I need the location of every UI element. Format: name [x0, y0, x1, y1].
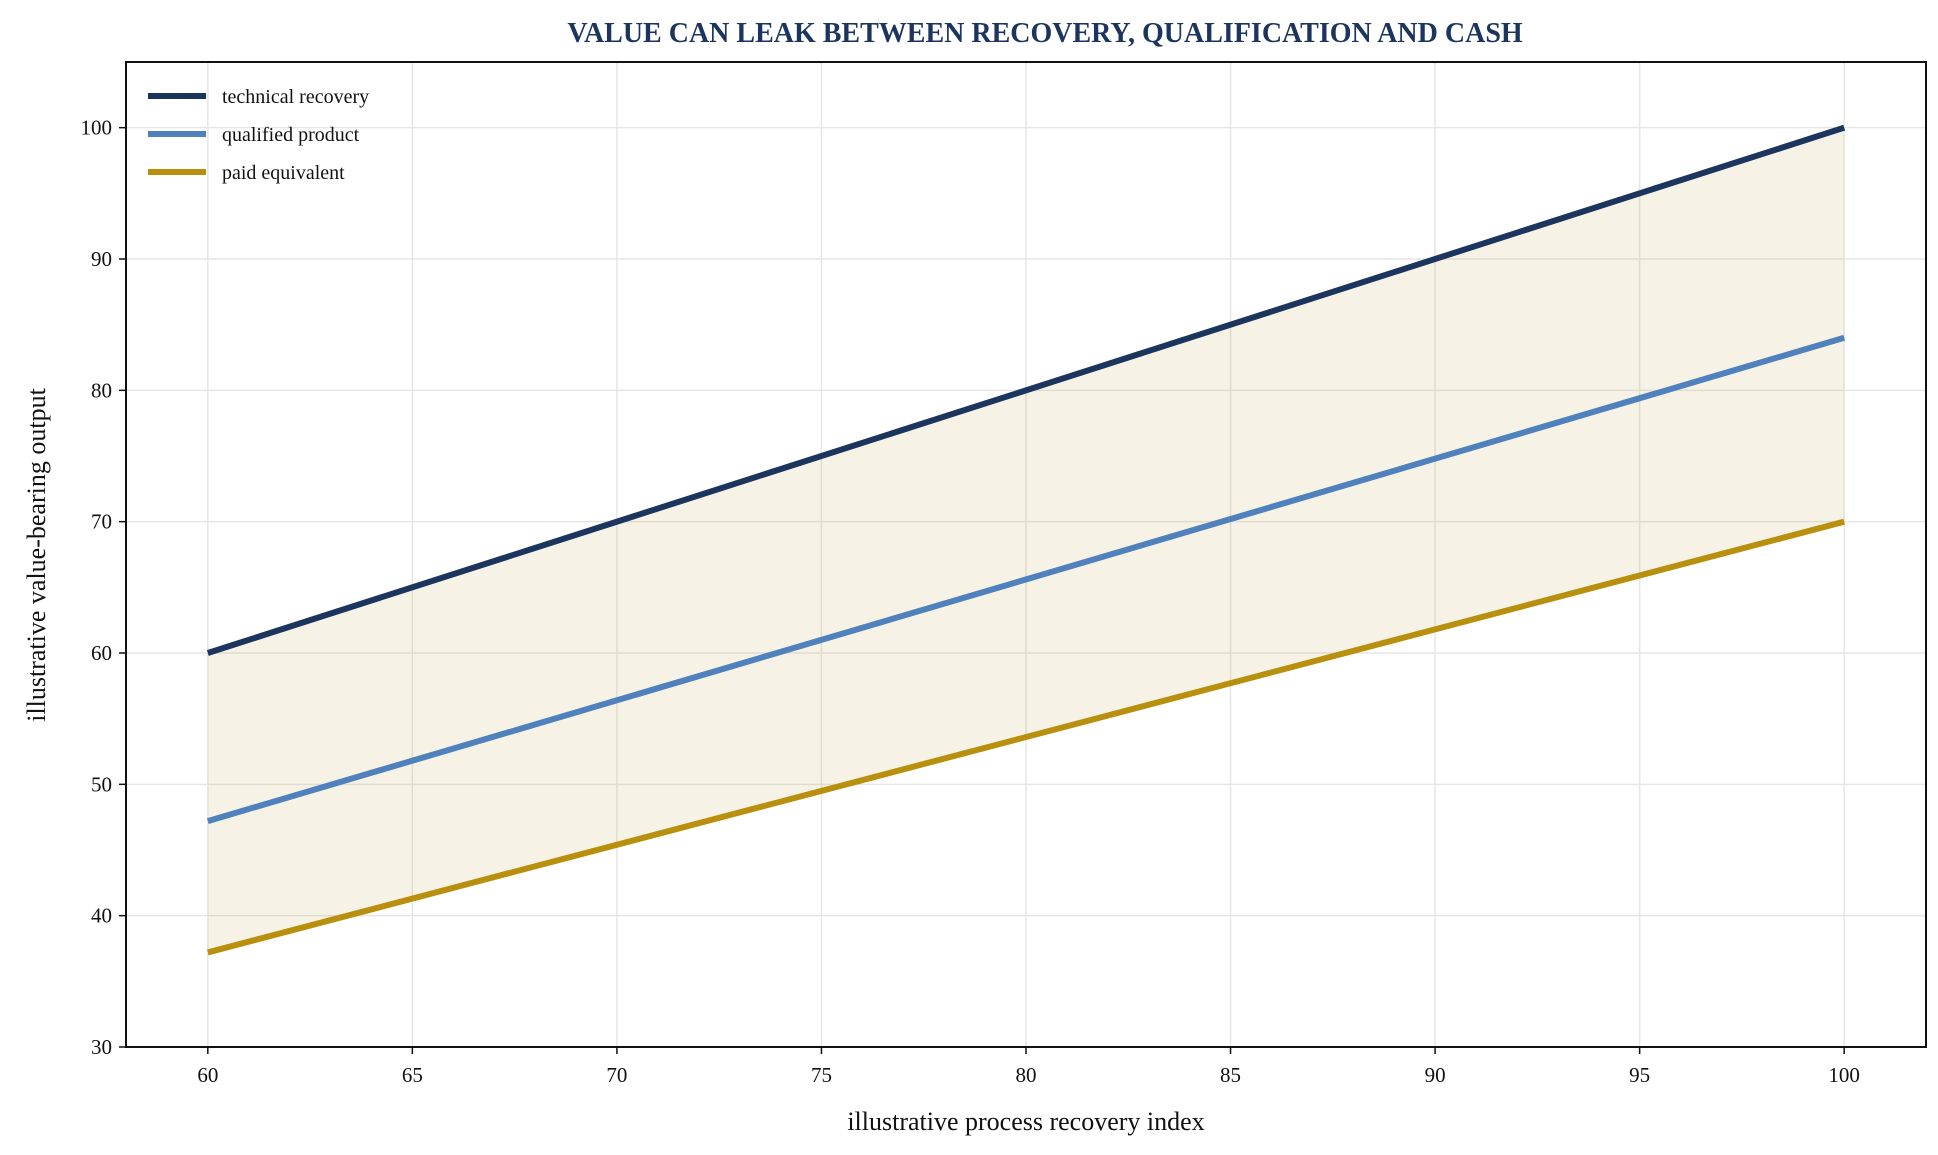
y-tick-label: 90	[91, 247, 112, 271]
y-tick-label: 30	[91, 1035, 112, 1059]
series-line-technical-recovery	[206, 124, 1846, 656]
grid	[126, 62, 1926, 1048]
y-tick-label: 50	[91, 772, 112, 796]
series-lines	[206, 124, 1846, 956]
x-tick-label: 100	[1828, 1063, 1860, 1087]
leak-band	[207, 127, 1845, 953]
legend-label: technical recovery	[222, 86, 369, 108]
y-axis-label: illustrative value-bearing output	[22, 387, 51, 721]
series-line-paid-equivalent	[207, 518, 1845, 956]
y-tick-label: 80	[91, 378, 112, 402]
y-tick-label: 60	[91, 641, 112, 665]
x-tick-label: 75	[811, 1063, 832, 1087]
legend-label: qualified product	[222, 124, 360, 146]
x-tick-label: 60	[197, 1063, 218, 1087]
x-tick-label: 85	[1220, 1063, 1241, 1087]
series-line-qualified-product	[206, 334, 1846, 824]
x-tick-label: 90	[1425, 1063, 1446, 1087]
y-tick-label: 70	[91, 510, 112, 534]
x-tick-label: 95	[1629, 1063, 1650, 1087]
leak-band-area	[207, 127, 1845, 953]
x-axis-label: illustrative process recovery index	[847, 1107, 1204, 1136]
x-tick-label: 80	[1016, 1063, 1037, 1087]
y-tick-label: 100	[81, 116, 113, 140]
x-tick-label: 70	[606, 1063, 627, 1087]
axis-ticks: 60 65 70 75 80 85 90 95 100 30 40 50 60 70 80 90 100	[81, 116, 1860, 1087]
legend-label: paid equivalent	[222, 162, 345, 184]
x-tick-label: 65	[402, 1063, 423, 1087]
chart-title: VALUE CAN LEAK BETWEEN RECOVERY, QUALIFI…	[567, 18, 1523, 49]
y-tick-label: 40	[91, 904, 112, 928]
legend: technical recovery qualified product paid …	[148, 86, 369, 184]
